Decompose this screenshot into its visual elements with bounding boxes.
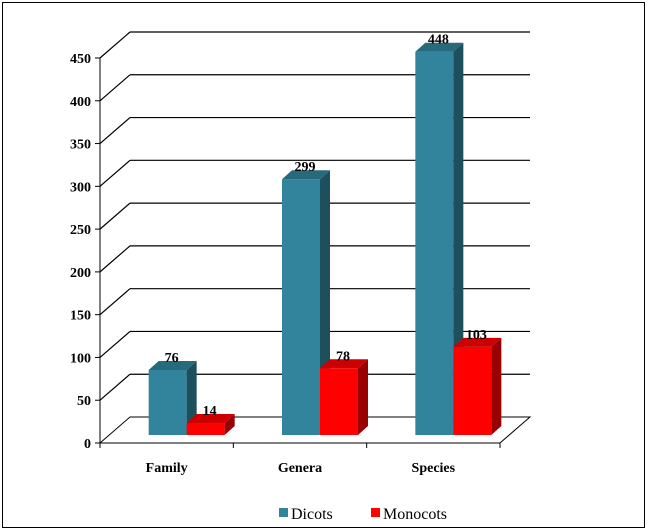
gridline-side bbox=[99, 330, 131, 358]
y-tick-label: 250 bbox=[70, 223, 91, 238]
y-tick-label: 300 bbox=[70, 180, 91, 195]
bar-top-dicots-genera bbox=[282, 170, 330, 180]
data-label: 76 bbox=[165, 351, 179, 366]
y-tick-label: 400 bbox=[70, 95, 91, 110]
gridline-side bbox=[99, 288, 131, 316]
legend: Dicots Monocots bbox=[279, 506, 447, 523]
gridline-side bbox=[99, 31, 131, 59]
y-tick-label: 200 bbox=[70, 266, 91, 281]
bar-side-dicots-species bbox=[453, 42, 464, 435]
data-label: 103 bbox=[466, 328, 487, 343]
legend-label-monocots: Monocots bbox=[383, 506, 447, 523]
y-tick-label: 350 bbox=[70, 138, 91, 153]
bar-side-monocots-family bbox=[224, 414, 235, 435]
bar-top-monocots-species bbox=[453, 337, 502, 347]
y-tick-label: 100 bbox=[70, 351, 91, 366]
chart-bars bbox=[148, 42, 502, 435]
bar-dicots-species bbox=[415, 51, 454, 435]
y-tick-label: 50 bbox=[77, 394, 91, 409]
gridline-side bbox=[99, 373, 131, 401]
bar-top-monocots-family bbox=[186, 414, 235, 424]
bar-side-monocots-species bbox=[491, 337, 502, 435]
bar-dicots-family bbox=[148, 369, 187, 435]
x-tick-label: Family bbox=[146, 461, 188, 476]
bar-monocots-genera bbox=[320, 368, 358, 435]
chart-axes: 0 50 100 150 200 250 300 350 400 450 bbox=[70, 52, 501, 452]
bar-monocots-species bbox=[453, 346, 492, 435]
chart-labels: 76 14 Family 299 78 Genera 448 103 Species bbox=[146, 33, 487, 476]
data-label: 14 bbox=[203, 404, 217, 419]
gridline-side bbox=[99, 202, 131, 230]
y-tick-label: 450 bbox=[70, 52, 91, 67]
bar-monocots-family bbox=[186, 423, 225, 435]
data-label: 299 bbox=[295, 160, 316, 175]
gridline-side bbox=[99, 74, 131, 102]
data-label: 448 bbox=[428, 33, 449, 48]
legend-swatch-monocots bbox=[371, 508, 380, 517]
bar-side-monocots-genera bbox=[358, 359, 368, 435]
bar-top-dicots-family bbox=[148, 360, 197, 370]
y-tick-label: 150 bbox=[70, 309, 91, 324]
x-tick-label: Genera bbox=[278, 461, 322, 476]
gridline-side bbox=[99, 117, 131, 145]
legend-label-dicots: Dicots bbox=[291, 506, 333, 523]
bar-top-monocots-genera bbox=[320, 359, 368, 369]
gridline-side bbox=[99, 245, 131, 273]
x-tick-label: Species bbox=[412, 461, 456, 476]
gridline-side bbox=[99, 159, 131, 187]
data-label: 78 bbox=[336, 349, 350, 364]
y-tick-label: 0 bbox=[84, 437, 91, 452]
legend-swatch-dicots bbox=[279, 508, 288, 517]
bar-top-dicots-species bbox=[415, 42, 464, 52]
bar-dicots-genera bbox=[282, 179, 320, 435]
